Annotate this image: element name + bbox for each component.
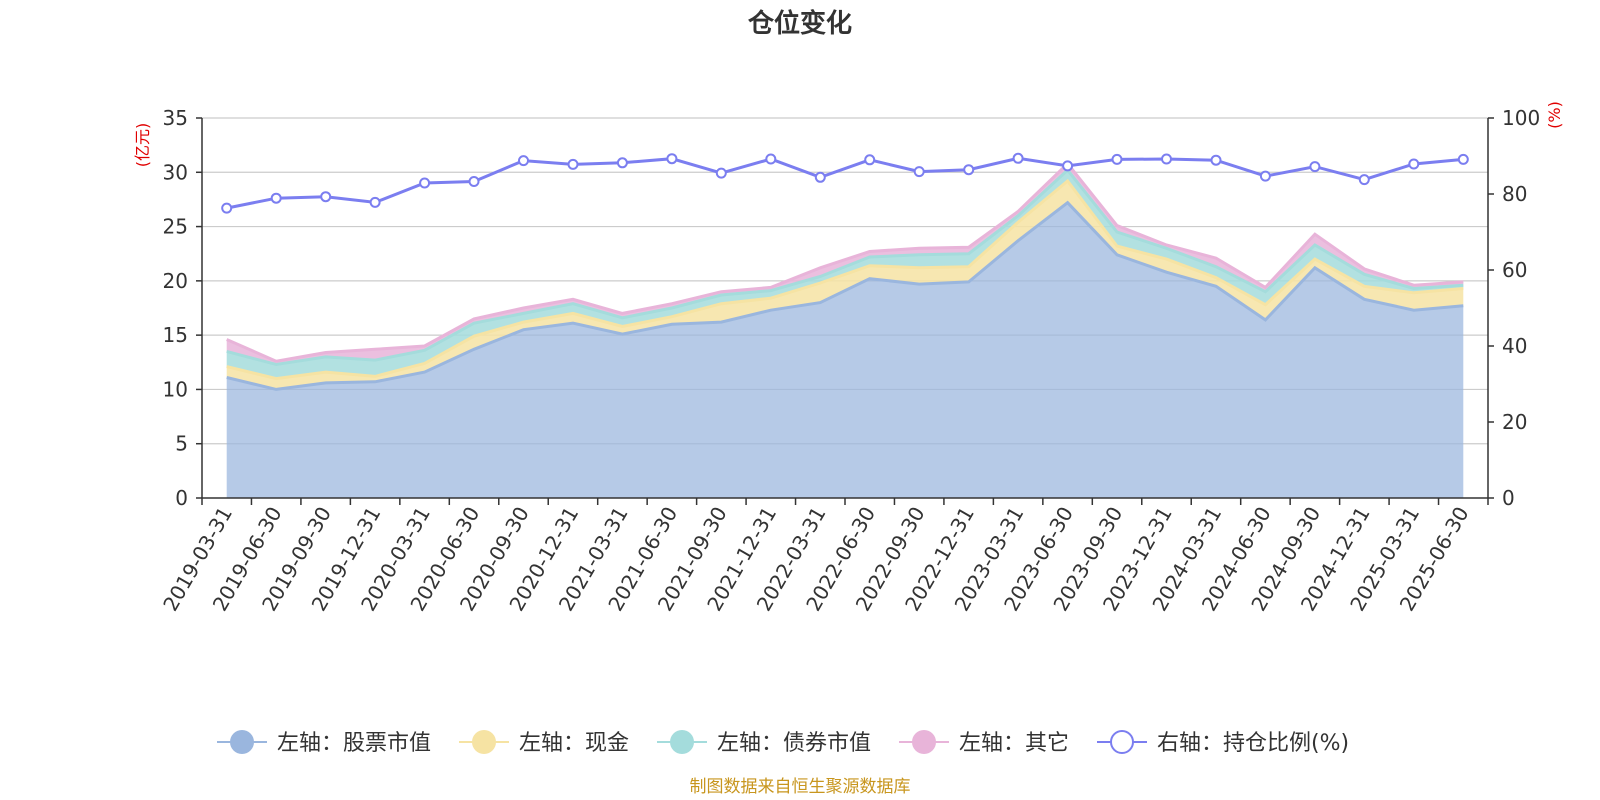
ratio-point <box>1358 174 1370 186</box>
ratio-point <box>1457 153 1469 165</box>
left-tick-label: 30 <box>163 160 188 184</box>
right-tick-label: 80 <box>1502 182 1527 206</box>
ratio-point <box>715 167 727 179</box>
area-series-1 <box>226 181 1464 390</box>
ratio-point <box>765 153 777 165</box>
legend-label: 左轴：现金 <box>519 731 629 756</box>
ratio-point <box>913 166 925 178</box>
right-tick-label: 100 <box>1502 106 1540 130</box>
legend-item[interactable]: 左轴：其它 <box>899 730 1069 756</box>
legend-marker <box>472 730 496 754</box>
ratio-point <box>616 157 628 169</box>
area-series-2 <box>226 170 1464 379</box>
right-tick-label: 60 <box>1502 258 1527 282</box>
legend-label: 左轴：股票市值 <box>277 731 431 756</box>
ratio-point <box>1309 161 1321 173</box>
ratio-point <box>1111 153 1123 165</box>
area-edge-1 <box>226 178 1464 381</box>
right-axis-unit: (%) <box>1545 101 1564 129</box>
right-tick-label: 40 <box>1502 334 1527 358</box>
ratio-point <box>320 191 332 203</box>
ratio-point <box>864 154 876 166</box>
ratio-point <box>1161 153 1172 165</box>
ratio-point <box>814 171 826 183</box>
source-note: 制图数据来自恒生聚源数据库 <box>690 777 911 797</box>
legend[interactable]: 左轴：股票市值 左轴：现金 左轴：债券市值 左轴：其它 右轴：持仓比例(%) <box>217 730 1349 756</box>
area-series-3 <box>226 163 1464 365</box>
legend-marker <box>912 730 936 754</box>
left-tick-label: 35 <box>163 106 188 130</box>
left-tick-label: 25 <box>163 215 188 239</box>
ratio-point <box>221 202 233 214</box>
legend-label: 左轴：债券市值 <box>717 731 871 756</box>
ratio-point <box>419 177 431 189</box>
legend-item[interactable]: 左轴：股票市值 <box>217 730 431 756</box>
right-tick-label: 20 <box>1502 410 1527 434</box>
ratio-point <box>1012 152 1024 164</box>
ratio-line <box>226 156 1464 210</box>
ratio-point <box>270 192 282 204</box>
legend-marker <box>230 730 254 754</box>
left-tick-label: 15 <box>163 323 188 347</box>
ratio-point <box>369 196 381 208</box>
area-series-0 <box>226 202 1464 498</box>
ratio-line-layer <box>221 152 1469 214</box>
chart-title: 仓位变化 <box>747 8 852 39</box>
left-tick-label: 0 <box>175 486 188 510</box>
ratio-point <box>1062 160 1074 172</box>
area-edge-3 <box>226 161 1464 363</box>
ratio-point <box>963 164 975 176</box>
ratio-point <box>1210 154 1222 166</box>
legend-item[interactable]: 左轴：债券市值 <box>657 730 871 756</box>
left-tick-label: 5 <box>175 432 188 456</box>
legend-label: 右轴：持仓比例(%) <box>1157 731 1349 756</box>
stacked-areas <box>226 161 1464 498</box>
ratio-point <box>518 155 529 167</box>
legend-label: 左轴：其它 <box>959 731 1069 756</box>
legend-marker <box>1110 730 1134 754</box>
ratio-point <box>666 153 678 165</box>
left-tick-label: 20 <box>163 269 188 293</box>
ratio-point <box>1408 158 1420 170</box>
ratio-point <box>1259 170 1271 182</box>
legend-item[interactable]: 左轴：现金 <box>459 730 629 756</box>
left-axis-unit: (亿元) <box>133 123 152 168</box>
ratio-point <box>468 176 480 187</box>
area-edge-0 <box>226 200 1464 391</box>
left-tick-label: 10 <box>163 377 188 401</box>
ratio-point <box>567 158 579 170</box>
right-tick-label: 0 <box>1502 486 1515 510</box>
area-edge-2 <box>226 167 1464 367</box>
legend-item[interactable]: 右轴：持仓比例(%) <box>1097 730 1349 756</box>
legend-marker <box>670 730 694 754</box>
